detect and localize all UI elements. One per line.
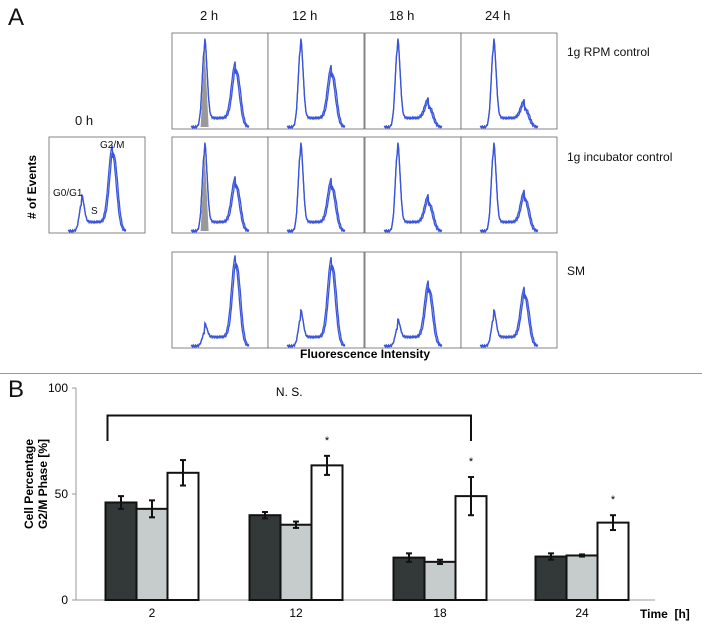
bar <box>565 554 599 601</box>
histogram-panel <box>171 136 269 234</box>
bar <box>392 556 426 602</box>
significance-marker: * <box>469 456 474 468</box>
histogram-panel <box>171 251 269 349</box>
x-axis-label-fluorescence: Fluorescence Intensity <box>300 347 431 361</box>
histogram-trace <box>190 142 250 234</box>
bar <box>166 471 200 601</box>
x-tick-label: 24 <box>575 606 589 620</box>
histogram-0h <box>48 136 146 234</box>
histogram-trace <box>286 38 346 130</box>
timepoint-label: 12 h <box>292 8 318 23</box>
condition-label: 1g RPM control <box>567 45 650 59</box>
timepoint-label: 18 h <box>389 8 415 23</box>
peak-label-g2m: G2/M <box>100 140 125 151</box>
histogram-grid <box>48 32 558 349</box>
histogram-panel <box>460 32 558 130</box>
histogram-trace <box>67 151 127 234</box>
histogram-trace <box>479 38 538 130</box>
timepoint-label: 2 h <box>200 8 219 23</box>
condition-label: 1g incubator control <box>567 150 673 164</box>
bar <box>423 560 457 601</box>
bar <box>279 523 313 602</box>
histogram-panel <box>460 251 558 349</box>
histogram-panel <box>364 136 462 234</box>
timepoint-label: 24 h <box>485 8 511 23</box>
significance-marker: * <box>325 435 330 447</box>
histogram-trace <box>383 38 442 130</box>
y-tick-label: 100 <box>48 381 68 395</box>
significance-marker: * <box>611 494 616 506</box>
peak-label-g1: G0/G1 <box>53 188 83 199</box>
panel-b-letter: B <box>8 376 25 403</box>
bar <box>310 464 344 601</box>
histogram-panel <box>460 136 558 234</box>
histogram-panel <box>267 251 365 349</box>
histogram-trace <box>479 142 539 234</box>
y-tick-label: 50 <box>55 487 69 501</box>
histogram-panel <box>267 136 365 234</box>
x-axis-label: Time [h] <box>640 607 690 621</box>
baseline-label: 0 h <box>75 113 94 128</box>
bar <box>135 507 169 601</box>
histogram-trace <box>286 264 346 349</box>
divider <box>0 373 702 374</box>
y-axis-label-line: Cell Percentage <box>22 438 36 530</box>
histogram-trace <box>190 262 250 349</box>
y-axis-label: Cell Percentage G2/M Phase [%] <box>22 424 50 544</box>
significance-bracket <box>106 414 472 441</box>
y-tick-label: 0 <box>61 593 68 607</box>
histogram-trace <box>479 292 539 349</box>
bar-chart: 0 50 100 2 12 18 24 * * * N. S. <box>48 381 655 620</box>
peak-label-s: S <box>91 206 98 217</box>
bar <box>104 501 138 601</box>
histogram-panel <box>364 251 462 349</box>
histogram-panel <box>364 32 462 130</box>
histogram-panel <box>171 32 269 130</box>
panel-a-letter: A <box>8 4 25 31</box>
bar <box>534 555 568 601</box>
histogram-panel <box>267 32 365 130</box>
bar <box>596 521 630 601</box>
x-tick-label: 12 <box>289 606 303 620</box>
histogram-trace <box>286 142 346 234</box>
bar <box>248 514 282 601</box>
condition-label: SM <box>567 264 585 278</box>
x-tick-label: 2 <box>149 606 156 620</box>
histogram-trace <box>383 286 443 349</box>
histogram-trace <box>383 142 443 234</box>
y-axis-label-line: G2/M Phase [%] <box>36 438 50 530</box>
x-tick-label: 18 <box>433 606 447 620</box>
y-axis-label-events: # of Events <box>25 154 39 220</box>
bracket-label: N. S. <box>276 385 303 399</box>
shaded-peak <box>200 47 209 127</box>
histogram-trace <box>190 38 250 130</box>
shaded-peak <box>200 151 209 231</box>
